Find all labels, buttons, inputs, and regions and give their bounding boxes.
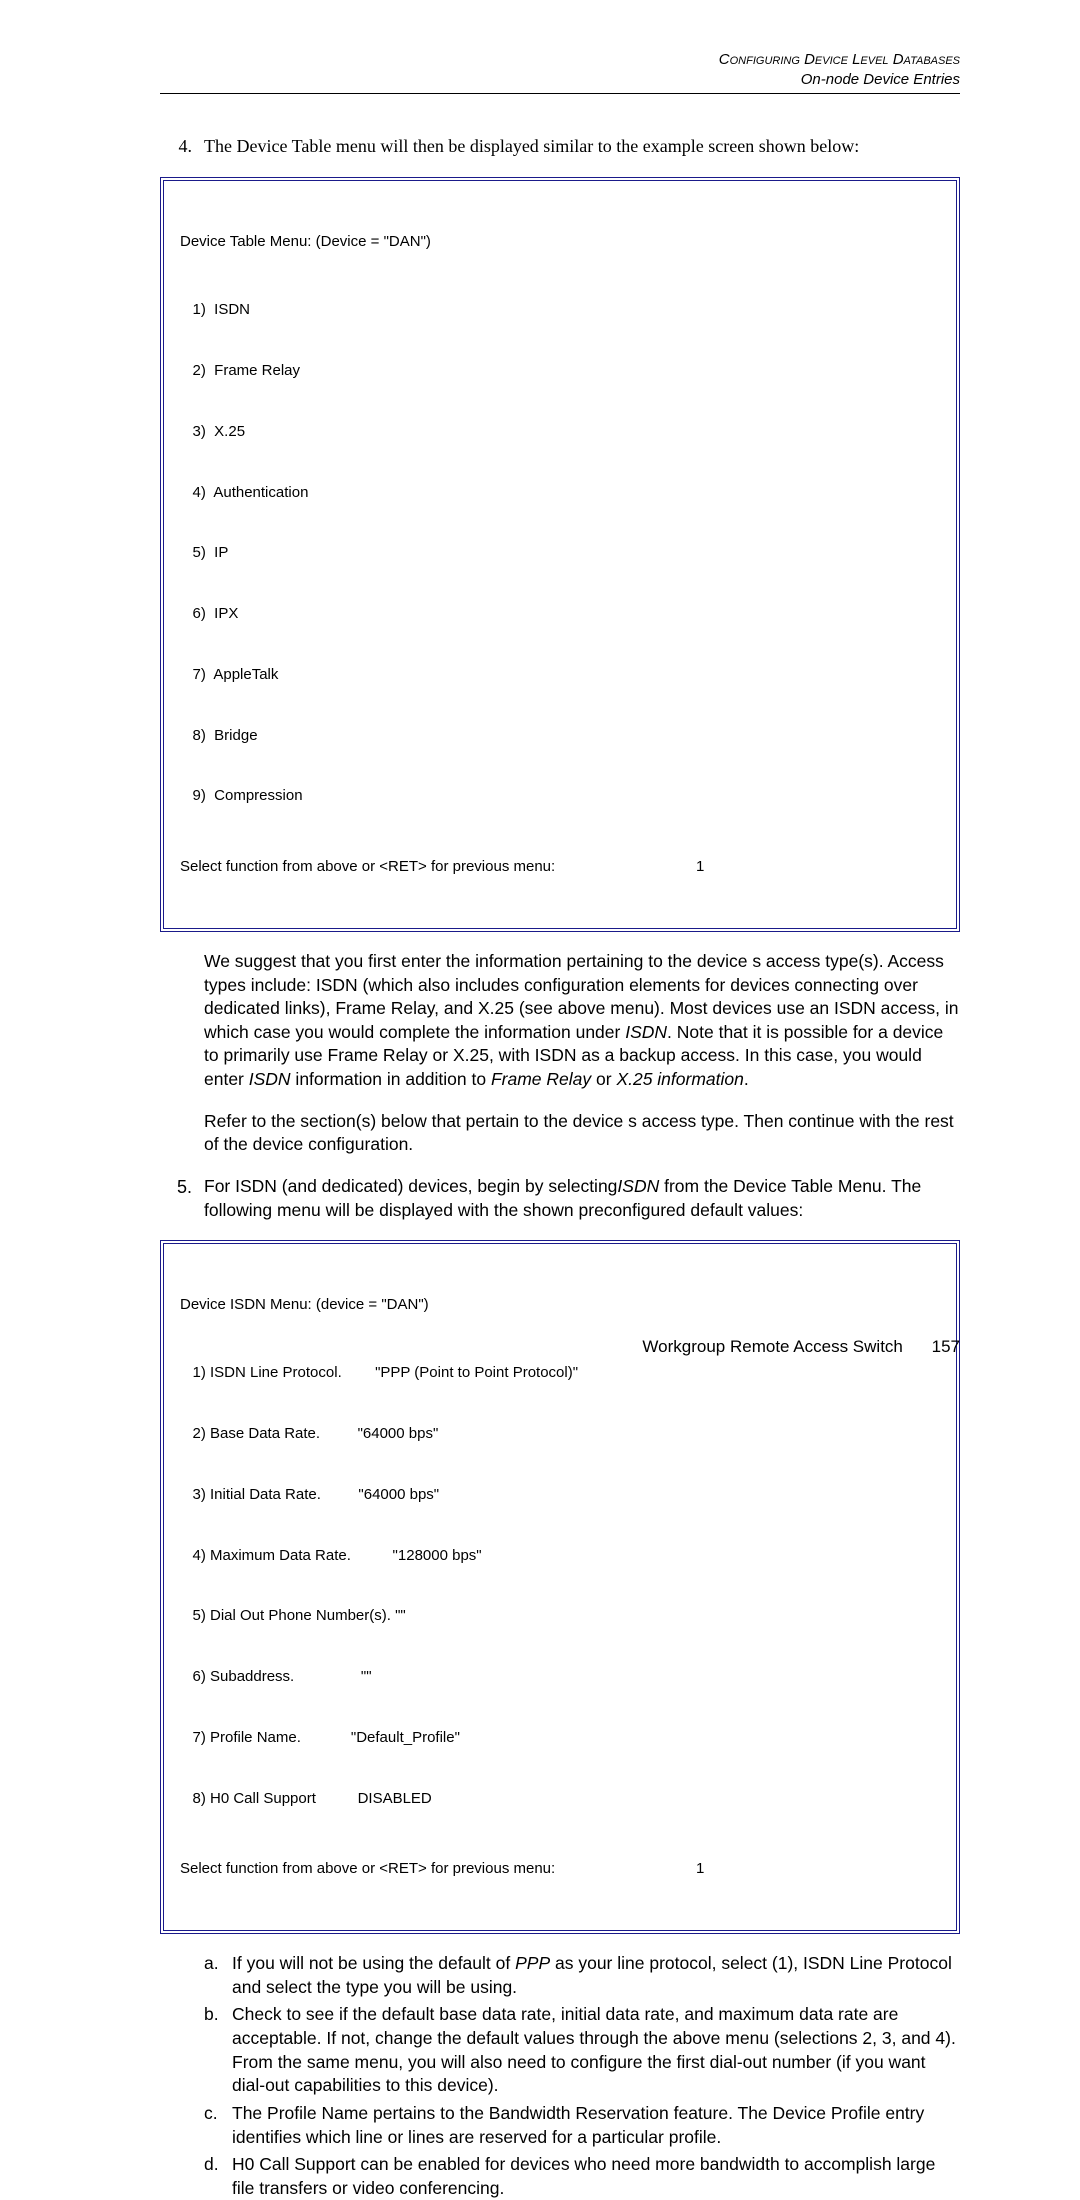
sub-d-letter: d. [204,2153,232,2200]
menu1-item: 7) AppleTalk [180,665,940,685]
menu2-line: 4) Maximum Data Rate. "128000 bps" [180,1546,940,1566]
footer-page-number: 157 [932,1337,960,1356]
step5-a: For ISDN (and dedicated) devices, begin … [204,1176,617,1196]
sub-a-ppp: PPP [515,1953,550,1973]
menu1-item: 5) IP [180,543,940,563]
sub-c: c. The Profile Name pertains to the Band… [204,2102,960,2149]
p1-x25: X.25 information [616,1069,743,1089]
menu2-line: 3) Initial Data Rate. "64000 bps" [180,1485,940,1505]
sub-a: a. If you will not be using the default … [204,1952,960,1999]
page-header: Configuring Device Level Databases On-no… [160,50,960,89]
sub-d-text: H0 Call Support can be enabled for devic… [232,2153,960,2200]
step-4: 4. The Device Table menu will then be di… [160,134,960,159]
sub-b: b. Check to see if the default base data… [204,2003,960,2098]
menu2-prompt: Select function from above or <RET> for … [180,1859,636,1879]
step-5-text: For ISDN (and dedicated) devices, begin … [204,1175,960,1222]
step5-isdn: ISDN [617,1176,659,1196]
sub-d: d. H0 Call Support can be enabled for de… [204,2153,960,2200]
menu2-line: 5) Dial Out Phone Number(s). "" [180,1606,940,1626]
menu2-prompt-row: Select function from above or <RET> for … [180,1859,940,1879]
sub-b-letter: b. [204,2003,232,2098]
menu1-item: 3) X.25 [180,422,940,442]
paragraph-access-types: We suggest that you first enter the info… [204,950,960,1092]
p1-d: or [591,1069,616,1089]
step-4-text: The Device Table menu will then be displ… [204,134,960,159]
sub-steps: a. If you will not be using the default … [204,1952,960,2200]
page-footer: Workgroup Remote Access Switch 157 [642,1337,960,1357]
header-subtitle: On-node Device Entries [160,70,960,90]
p1-e: . [744,1069,749,1089]
menu2-line: 2) Base Data Rate. "64000 bps" [180,1424,940,1444]
step-4-number: 4. [160,134,204,159]
page: Configuring Device Level Databases On-no… [0,0,1080,1397]
p1-c: information in addition to [291,1069,491,1089]
sub-c-letter: c. [204,2102,232,2149]
menu1-item: 6) IPX [180,604,940,624]
sub-b-text: Check to see if the default base data ra… [232,2003,960,2098]
menu1-prompt-row: Select function from above or <RET> for … [180,857,940,877]
menu2-line: 8) H0 Call Support DISABLED [180,1789,940,1809]
p1-fr: Frame Relay [491,1069,591,1089]
menu1-item: 8) Bridge [180,726,940,746]
menu1-item: 2) Frame Relay [180,361,940,381]
menu1-prompt: Select function from above or <RET> for … [180,857,636,877]
menu2-line: 1) ISDN Line Protocol. "PPP (Point to Po… [180,1363,940,1383]
menu1-input-value: 1 [636,857,1000,877]
header-title: Configuring Device Level Databases [160,50,960,70]
menu1-title: Device Table Menu: (Device = "DAN") [180,232,940,252]
p1-isdn2: ISDN [249,1069,291,1089]
sub-c-text: The Profile Name pertains to the Bandwid… [232,2102,960,2149]
menu1-item: 4) Authentication [180,483,940,503]
header-rule [160,93,960,94]
menu1-item: 9) Compression [180,786,940,806]
p1-isdn: ISDN [625,1022,667,1042]
menu1-item: 1) ISDN [180,300,940,320]
menu2-input-value: 1 [636,1859,1000,1879]
sub-a-text: If you will not be using the default of … [232,1952,960,1999]
device-table-menu: Device Table Menu: (Device = "DAN") 1) I… [160,177,960,932]
paragraph-refer: Refer to the section(s) below that perta… [204,1110,960,1157]
sub-a-t1: If you will not be using the default of [232,1953,515,1973]
step-5-number: 5. [160,1175,204,1222]
menu2-line: 7) Profile Name. "Default_Profile" [180,1728,940,1748]
footer-label: Workgroup Remote Access Switch [642,1337,902,1356]
menu2-line: 6) Subaddress. "" [180,1667,940,1687]
menu2-title: Device ISDN Menu: (device = "DAN") [180,1295,940,1315]
step-5: 5. For ISDN (and dedicated) devices, beg… [160,1175,960,1222]
sub-a-letter: a. [204,1952,232,1999]
